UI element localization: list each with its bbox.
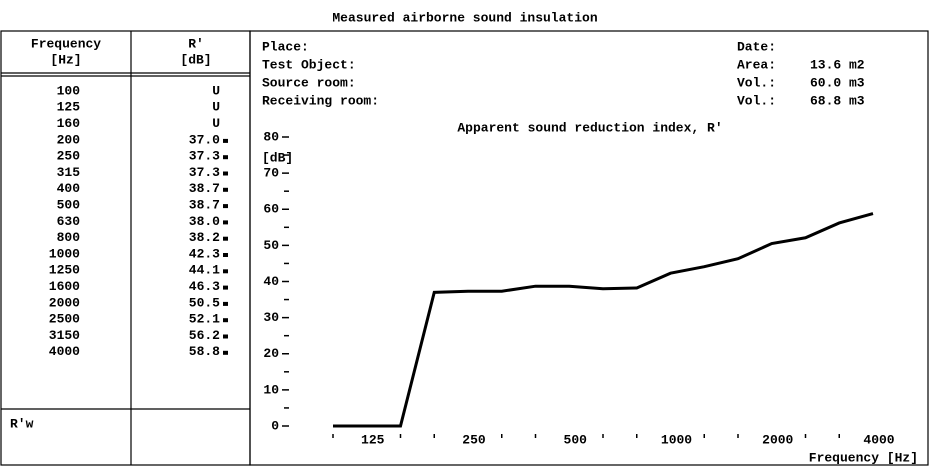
x-tick-label: 125: [361, 432, 385, 447]
value-marker: [223, 318, 228, 323]
x-tick-label: 2000: [762, 432, 793, 447]
value-cell: U: [212, 83, 220, 98]
x-axis-label: Frequency [Hz]: [809, 450, 918, 465]
y-tick-label: 10: [263, 382, 279, 397]
value-marker: [223, 155, 228, 160]
info-label: Date:: [737, 39, 776, 54]
info-label: Test Object:: [262, 57, 356, 72]
frequency-cell: 1250: [49, 263, 80, 278]
value-marker: [223, 285, 228, 290]
footer-label: R'w: [10, 416, 34, 431]
y-tick-label: 50: [263, 238, 279, 253]
report-title: Measured airborne sound insulation: [332, 10, 597, 25]
frequency-cell: 2000: [49, 295, 80, 310]
y-axis-label: [dB]: [262, 150, 293, 165]
x-tick-label: 1000: [661, 432, 692, 447]
value-marker: [223, 204, 228, 209]
chart-title: Apparent sound reduction index, R': [457, 120, 722, 135]
frequency-cell: 1600: [49, 279, 80, 294]
value-cell: 38.2: [189, 230, 220, 245]
frequency-cell: 400: [57, 181, 81, 196]
value-cell: 38.0: [189, 214, 220, 229]
frequency-cell: 4000: [49, 344, 80, 359]
value-cell: 52.1: [189, 312, 220, 327]
frequency-cell: 630: [57, 214, 81, 229]
value-cell: U: [212, 100, 220, 115]
value-cell: 37.3: [189, 165, 220, 180]
value-marker: [223, 138, 228, 143]
value-cell: 46.3: [189, 279, 220, 294]
value-marker: [223, 334, 228, 339]
frequency-cell: 200: [57, 132, 81, 147]
value-cell: 38.7: [189, 181, 220, 196]
value-cell: 58.8: [189, 344, 220, 359]
chart-frame: [249, 30, 929, 466]
data-line: [333, 212, 874, 428]
frequency-cell: 2500: [49, 312, 80, 327]
frequency-cell: 1000: [49, 246, 80, 261]
x-tick-label: 500: [564, 432, 588, 447]
frequency-cell: 250: [57, 149, 81, 164]
header: [Hz]: [50, 52, 81, 67]
value-cell: 37.0: [189, 132, 220, 147]
y-tick-label: 30: [263, 310, 279, 325]
info-value: 60.0 m3: [810, 75, 865, 90]
x-tick-label: 4000: [863, 432, 894, 447]
y-tick-label: 40: [263, 274, 279, 289]
info-value: 68.8 m3: [810, 93, 865, 108]
info-label: Place:: [262, 39, 309, 54]
value-cell: 37.3: [189, 149, 220, 164]
y-tick-label: 0: [271, 418, 279, 433]
y-tick-label: 70: [263, 166, 279, 181]
header: [dB]: [180, 52, 211, 67]
x-tick-label: 250: [462, 432, 486, 447]
info-label: Source room:: [262, 75, 356, 90]
frequency-cell: 100: [57, 83, 81, 98]
value-marker: [223, 220, 228, 225]
info-label: Vol.:: [737, 75, 776, 90]
header: Frequency: [31, 36, 101, 51]
value-marker: [223, 350, 228, 355]
frequency-cell: 800: [57, 230, 81, 245]
value-cell: U: [212, 116, 220, 131]
y-tick-label: 20: [263, 346, 279, 361]
value-marker: [223, 301, 228, 306]
value-cell: 44.1: [189, 263, 220, 278]
value-marker: [223, 187, 228, 192]
value-cell: 56.2: [189, 328, 220, 343]
value-cell: 42.3: [189, 246, 220, 261]
frequency-cell: 315: [57, 165, 81, 180]
frequency-cell: 125: [57, 100, 81, 115]
value-cell: 50.5: [189, 295, 220, 310]
frequency-cell: 500: [57, 198, 81, 213]
y-tick-label: 80: [263, 129, 279, 144]
frequency-cell: 160: [57, 116, 81, 131]
value-cell: 38.7: [189, 198, 220, 213]
info-label: Receiving room:: [262, 93, 379, 108]
info-label: Vol.:: [737, 93, 776, 108]
info-label: Area:: [737, 57, 776, 72]
value-marker: [223, 236, 228, 241]
header: R': [188, 36, 204, 51]
frequency-cell: 3150: [49, 328, 80, 343]
info-value: 13.6 m2: [810, 57, 865, 72]
value-marker: [223, 253, 228, 257]
value-marker: [223, 269, 228, 274]
value-marker: [223, 171, 228, 176]
y-tick-label: 60: [263, 202, 279, 217]
